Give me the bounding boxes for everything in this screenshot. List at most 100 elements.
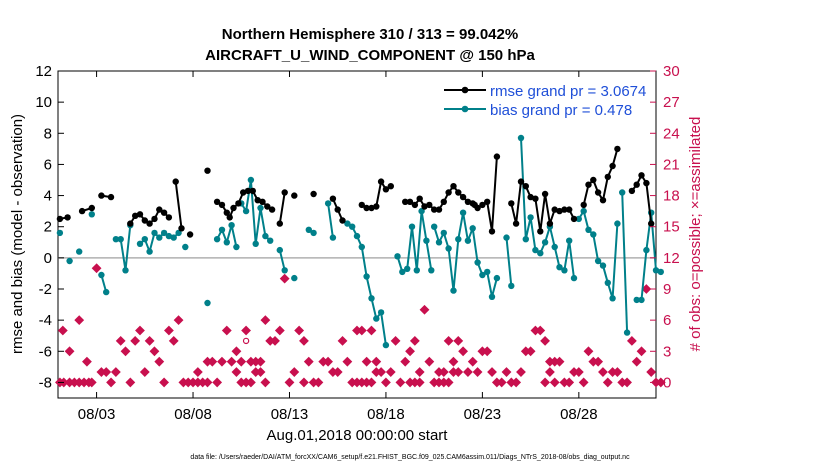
nobs-point — [144, 335, 155, 346]
rmse-point — [532, 195, 539, 202]
rmse-point — [445, 189, 452, 196]
bias-point — [537, 250, 544, 257]
nobs-point — [366, 377, 377, 388]
rmse-point — [240, 189, 247, 196]
rmse-point — [127, 220, 134, 227]
rmse-point — [440, 198, 447, 205]
rmse-point — [172, 178, 179, 185]
bias-point — [324, 200, 332, 207]
y2-axis-label: # of obs: o=possible; ×=assimilated — [687, 117, 704, 352]
x-tick-label: 08/08 — [174, 406, 212, 423]
bias-point — [228, 222, 235, 229]
y-tick-label: 8 — [44, 125, 52, 142]
nobs-point — [270, 335, 280, 346]
bias-series — [56, 134, 664, 349]
rmse-point — [522, 183, 529, 190]
nobs-point — [612, 367, 623, 377]
rmse-point — [382, 186, 390, 193]
bias-point — [508, 282, 515, 290]
nobs-point — [342, 356, 353, 367]
bias-point — [609, 295, 616, 302]
bias-point — [373, 315, 380, 322]
bias-point — [493, 274, 501, 282]
nobs-point — [255, 367, 266, 377]
rmse-point — [599, 197, 607, 204]
nobs-point — [443, 377, 454, 388]
bias-point — [262, 232, 269, 240]
nobs-point — [467, 356, 478, 367]
rmse-point — [186, 231, 194, 238]
y2-tick-label: 9 — [663, 281, 671, 298]
rmse-point — [561, 206, 568, 213]
rmse-point — [479, 201, 486, 209]
nobs-point — [207, 356, 218, 367]
bias-point — [404, 265, 411, 272]
nobs-point — [149, 346, 160, 357]
rmse-point — [368, 204, 375, 212]
rmse-point — [213, 198, 221, 205]
bias-point — [247, 176, 255, 184]
nobs-point — [463, 367, 473, 377]
nobs-point — [511, 377, 522, 388]
bias-point — [305, 226, 312, 233]
rmse-point — [421, 203, 428, 210]
bias-point — [182, 243, 189, 251]
rmse-point — [244, 187, 252, 195]
bias-point — [88, 211, 96, 218]
bias-point — [267, 237, 274, 244]
bias-point — [527, 214, 534, 221]
bias-point — [619, 189, 626, 196]
rmse-point — [638, 172, 645, 179]
rmse-segment — [174, 181, 183, 229]
nobs-point — [313, 377, 324, 388]
bias-point — [399, 268, 406, 276]
bias-point — [599, 262, 607, 269]
nobs-point — [631, 356, 642, 367]
rmse-point — [585, 181, 592, 188]
bias-point — [112, 236, 120, 243]
bias-segment — [327, 203, 334, 238]
rmse-point — [402, 198, 409, 205]
nobs-point — [544, 367, 555, 377]
nobs-point — [376, 367, 387, 377]
rmse-point — [527, 193, 534, 201]
bias-point — [204, 299, 211, 307]
rmse-point — [146, 220, 153, 227]
rmse-point — [411, 201, 419, 209]
x-tick-label: 08/03 — [78, 406, 116, 423]
y2-tick-label: 21 — [663, 156, 680, 173]
bias-point — [223, 239, 230, 246]
bias-point — [368, 295, 375, 302]
rmse-point — [373, 203, 380, 210]
nobs-point — [622, 377, 632, 388]
rmse-point — [141, 217, 148, 224]
bias-point — [310, 229, 317, 237]
nobs-point — [74, 315, 85, 326]
rmse-point — [604, 173, 611, 181]
rmse-point — [556, 207, 563, 215]
rmse-point — [259, 198, 266, 205]
bias-segment — [505, 237, 513, 286]
rmse-point — [334, 206, 341, 213]
rmse-point — [358, 201, 365, 209]
rmse-point — [484, 198, 491, 205]
bias-point — [464, 237, 472, 244]
nobs-point — [274, 325, 285, 336]
nobs-series — [55, 263, 666, 388]
rmse-point — [165, 214, 173, 221]
bias-point — [281, 267, 288, 274]
bias-point — [358, 243, 365, 251]
nobs-point — [482, 346, 493, 357]
rmse-point — [249, 187, 256, 195]
bias-point — [556, 264, 563, 271]
bias-point — [575, 215, 582, 223]
bias-point — [329, 234, 337, 241]
rmse-point — [648, 220, 655, 227]
data-file-footnote: data file: /Users/raeder/DAI/ATM_forcXX/… — [190, 454, 630, 461]
y2-tick-label: 6 — [663, 312, 671, 329]
nobs-possible-point — [247, 358, 255, 365]
y2-tick-label: 15 — [663, 219, 680, 236]
rmse-point — [204, 167, 211, 174]
rmse-point — [178, 225, 185, 232]
bias-point — [455, 236, 462, 243]
